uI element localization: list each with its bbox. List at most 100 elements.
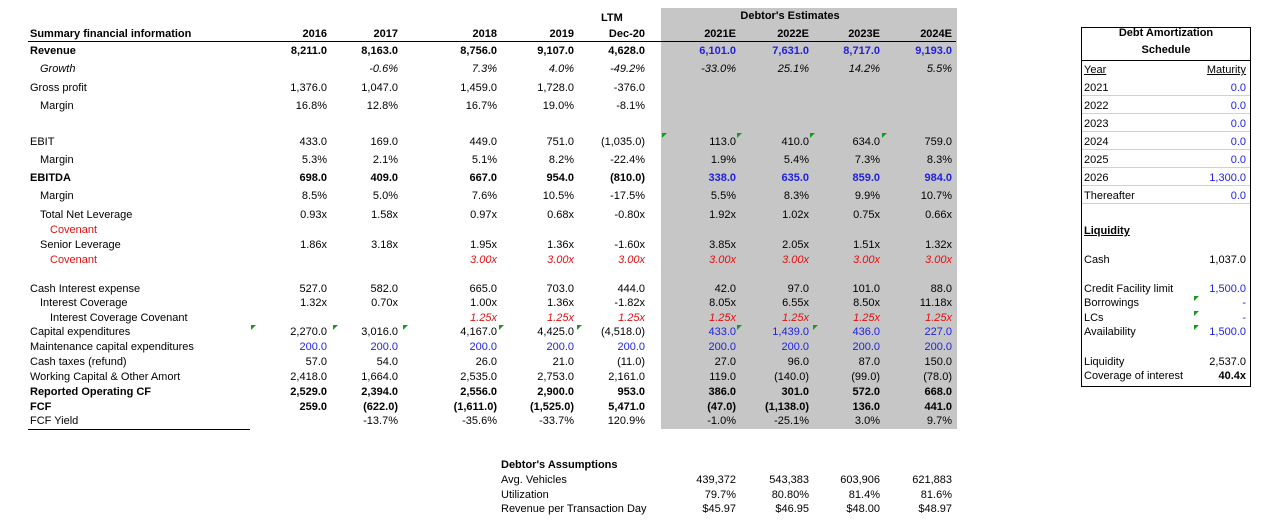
table-cell[interactable]: 665.0 xyxy=(469,283,497,295)
table-cell[interactable]: 1.02x xyxy=(782,209,809,221)
table-cell[interactable]: 8.05x xyxy=(709,297,736,309)
table-cell[interactable]: 1.36x xyxy=(547,239,574,251)
row-label[interactable]: Gross profit xyxy=(30,82,87,94)
table-cell[interactable]: 751.0 xyxy=(546,136,574,148)
table-cell[interactable]: 1.00x xyxy=(470,297,497,309)
row-label[interactable]: Covenant xyxy=(50,224,98,236)
table-cell[interactable]: (47.0) xyxy=(707,401,736,413)
table-cell[interactable]: 2,394.0 xyxy=(361,386,398,398)
table-cell[interactable]: 5.4% xyxy=(783,154,809,166)
table-cell[interactable]: 8,211.0 xyxy=(290,45,327,57)
table-cell[interactable]: 410.0 xyxy=(781,136,809,148)
row-label[interactable]: FCF xyxy=(30,401,52,413)
assumption-cell[interactable]: 621,883 xyxy=(912,474,952,486)
table-cell[interactable]: 433.0 xyxy=(708,326,736,338)
table-cell[interactable]: 3,016.0 xyxy=(361,326,398,338)
row-label[interactable]: Working Capital & Other Amort xyxy=(30,371,181,383)
row-label[interactable]: Covenant xyxy=(50,254,98,266)
table-cell[interactable]: 1.95x xyxy=(470,239,497,251)
table-cell[interactable]: 4,425.0 xyxy=(537,326,574,338)
estimates-header[interactable]: Debtor's Estimates xyxy=(740,10,840,22)
table-cell[interactable]: 5.1% xyxy=(471,154,497,166)
year-header-cell[interactable]: 2016 xyxy=(302,28,327,40)
row-label[interactable]: Revenue xyxy=(30,45,76,57)
table-cell[interactable]: 386.0 xyxy=(708,386,736,398)
panel-title-line1[interactable]: Debt Amortization xyxy=(1118,27,1214,39)
table-cell[interactable]: 1.32x xyxy=(925,239,952,251)
table-cell[interactable]: 409.0 xyxy=(370,172,398,184)
schedule-year[interactable]: Thereafter xyxy=(1084,190,1135,202)
table-cell[interactable]: 200.0 xyxy=(469,341,497,353)
table-cell[interactable]: 54.0 xyxy=(376,356,398,368)
table-cell[interactable]: 859.0 xyxy=(852,172,880,184)
row-label[interactable]: Margin xyxy=(40,190,74,202)
table-cell[interactable]: 5.5% xyxy=(710,190,736,202)
table-cell[interactable]: 3.18x xyxy=(371,239,398,251)
table-cell[interactable]: 698.0 xyxy=(299,172,327,184)
table-cell[interactable]: 4,167.0 xyxy=(460,326,497,338)
table-cell[interactable]: 1.25x xyxy=(782,312,809,324)
liquidity-value[interactable]: 1,500.0 xyxy=(1209,326,1246,338)
row-label[interactable]: Capital expenditures xyxy=(30,326,131,338)
table-cell[interactable]: 1.92x xyxy=(709,209,736,221)
schedule-maturity[interactable]: 0.0 xyxy=(1230,100,1246,112)
table-cell[interactable]: -33.0% xyxy=(701,63,736,75)
row-label[interactable]: EBITDA xyxy=(30,172,71,184)
row-label[interactable]: Interest Coverage Covenant xyxy=(50,312,188,324)
panel-title-line2[interactable]: Schedule xyxy=(1141,44,1191,56)
liquidity-label[interactable]: Cash xyxy=(1084,254,1110,266)
row-label[interactable]: Growth xyxy=(40,63,76,75)
table-cell[interactable]: 200.0 xyxy=(617,341,645,353)
table-cell[interactable]: 27.0 xyxy=(714,356,736,368)
schedule-maturity[interactable]: 0.0 xyxy=(1230,154,1246,166)
table-cell[interactable]: 8.2% xyxy=(548,154,574,166)
table-cell[interactable]: -49.2% xyxy=(610,63,645,75)
table-cell[interactable]: 1.25x xyxy=(709,312,736,324)
table-cell[interactable]: 136.0 xyxy=(852,401,880,413)
table-cell[interactable]: (78.0) xyxy=(923,371,952,383)
table-cell[interactable]: (1,525.0) xyxy=(529,401,574,413)
table-cell[interactable]: 200.0 xyxy=(708,341,736,353)
schedule-maturity[interactable]: 0.0 xyxy=(1230,136,1246,148)
table-cell[interactable]: 57.0 xyxy=(305,356,327,368)
liquidity-value[interactable]: 40.4x xyxy=(1218,370,1246,382)
table-cell[interactable]: 0.93x xyxy=(300,209,327,221)
assumption-cell[interactable]: 81.6% xyxy=(920,489,952,501)
table-cell[interactable]: 9,193.0 xyxy=(915,45,952,57)
year-column-header[interactable]: Year xyxy=(1084,64,1107,76)
table-cell[interactable]: 120.9% xyxy=(607,415,645,427)
table-cell[interactable]: 16.7% xyxy=(465,100,497,112)
table-cell[interactable]: 433.0 xyxy=(299,136,327,148)
table-cell[interactable]: (1,611.0) xyxy=(453,401,497,413)
table-cell[interactable]: 1.25x xyxy=(618,312,645,324)
year-header-cell[interactable]: 2024E xyxy=(920,28,952,40)
table-cell[interactable]: 1.25x xyxy=(547,312,574,324)
table-cell[interactable]: 200.0 xyxy=(546,341,574,353)
row-label[interactable]: Cash taxes (refund) xyxy=(30,356,127,368)
table-cell[interactable]: 0.75x xyxy=(853,209,880,221)
schedule-year[interactable]: 2023 xyxy=(1084,118,1109,130)
schedule-maturity[interactable]: 0.0 xyxy=(1230,190,1246,202)
table-cell[interactable]: 150.0 xyxy=(924,356,952,368)
table-cell[interactable]: 200.0 xyxy=(370,341,398,353)
row-label[interactable]: Interest Coverage xyxy=(40,297,128,309)
table-cell[interactable]: 2,900.0 xyxy=(537,386,574,398)
table-cell[interactable]: 1,376.0 xyxy=(290,82,327,94)
table-cell[interactable]: 527.0 xyxy=(299,283,327,295)
table-cell[interactable]: 11.18x xyxy=(919,297,952,309)
table-cell[interactable]: 96.0 xyxy=(787,356,809,368)
table-cell[interactable]: -1.60x xyxy=(614,239,645,251)
table-title[interactable]: Summary financial information xyxy=(30,28,192,40)
table-cell[interactable]: 16.8% xyxy=(295,100,327,112)
assumption-cell[interactable]: $46.95 xyxy=(775,503,809,515)
table-cell[interactable]: 113.0 xyxy=(709,136,736,148)
table-cell[interactable]: -8.1% xyxy=(616,100,645,112)
table-cell[interactable]: 7.3% xyxy=(854,154,880,166)
table-cell[interactable]: 259.0 xyxy=(299,401,327,413)
table-cell[interactable]: 10.5% xyxy=(542,190,574,202)
year-header-cell[interactable]: Dec-20 xyxy=(608,28,645,40)
year-header-cell[interactable]: 2018 xyxy=(472,28,497,40)
table-cell[interactable]: 2.1% xyxy=(372,154,398,166)
liquidity-title[interactable]: Liquidity xyxy=(1084,225,1130,237)
table-cell[interactable]: 444.0 xyxy=(617,283,645,295)
